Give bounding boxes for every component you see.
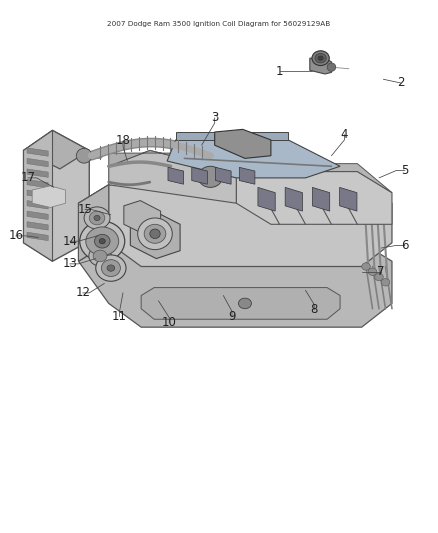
Ellipse shape xyxy=(315,53,326,63)
Polygon shape xyxy=(27,180,48,188)
Text: 7: 7 xyxy=(378,265,385,278)
Polygon shape xyxy=(24,131,53,261)
Polygon shape xyxy=(258,188,275,211)
Ellipse shape xyxy=(198,166,223,188)
Polygon shape xyxy=(167,140,340,178)
Ellipse shape xyxy=(101,260,120,277)
Polygon shape xyxy=(168,167,184,184)
Polygon shape xyxy=(78,185,109,261)
Text: 12: 12 xyxy=(75,286,90,300)
Ellipse shape xyxy=(93,250,107,262)
Polygon shape xyxy=(239,167,255,184)
Polygon shape xyxy=(27,211,48,220)
Text: 6: 6 xyxy=(401,239,409,252)
Polygon shape xyxy=(131,211,180,259)
Polygon shape xyxy=(24,131,89,169)
Polygon shape xyxy=(27,148,48,156)
Polygon shape xyxy=(215,130,271,158)
Ellipse shape xyxy=(107,265,115,271)
Polygon shape xyxy=(236,164,392,192)
Ellipse shape xyxy=(362,263,371,270)
Ellipse shape xyxy=(94,215,100,221)
Ellipse shape xyxy=(95,235,110,248)
Text: 18: 18 xyxy=(116,134,131,148)
Ellipse shape xyxy=(327,63,336,71)
Polygon shape xyxy=(78,185,392,266)
Ellipse shape xyxy=(99,239,105,244)
Polygon shape xyxy=(27,200,48,209)
Ellipse shape xyxy=(76,148,92,163)
Text: 4: 4 xyxy=(341,128,348,141)
Text: 13: 13 xyxy=(62,257,77,270)
Polygon shape xyxy=(27,169,48,177)
Ellipse shape xyxy=(238,298,251,309)
Ellipse shape xyxy=(381,279,390,286)
Polygon shape xyxy=(32,186,66,207)
Polygon shape xyxy=(141,288,340,319)
Text: 14: 14 xyxy=(62,235,77,248)
Ellipse shape xyxy=(312,51,329,66)
Ellipse shape xyxy=(86,227,119,255)
Polygon shape xyxy=(78,185,109,261)
Ellipse shape xyxy=(318,56,323,60)
Polygon shape xyxy=(109,150,236,203)
Ellipse shape xyxy=(89,211,105,225)
Text: 15: 15 xyxy=(78,203,92,216)
Ellipse shape xyxy=(96,255,126,281)
Polygon shape xyxy=(176,132,288,140)
Text: 17: 17 xyxy=(20,172,35,184)
Polygon shape xyxy=(78,243,392,327)
Ellipse shape xyxy=(80,221,125,261)
Polygon shape xyxy=(27,232,48,241)
Text: 9: 9 xyxy=(228,310,236,323)
Ellipse shape xyxy=(144,224,166,243)
Polygon shape xyxy=(27,190,48,198)
Ellipse shape xyxy=(138,218,172,249)
Text: 2: 2 xyxy=(397,76,404,90)
Text: 5: 5 xyxy=(401,164,409,177)
Text: 8: 8 xyxy=(311,303,318,316)
Text: 11: 11 xyxy=(112,310,127,323)
Text: 2007 Dodge Ram 3500 Ignition Coil Diagram for 56029129AB: 2007 Dodge Ram 3500 Ignition Coil Diagra… xyxy=(107,21,331,27)
Polygon shape xyxy=(310,58,332,74)
Text: 3: 3 xyxy=(211,111,219,124)
Polygon shape xyxy=(236,172,392,224)
Polygon shape xyxy=(192,167,207,184)
Text: 1: 1 xyxy=(276,65,283,78)
Ellipse shape xyxy=(374,273,383,281)
Ellipse shape xyxy=(89,246,111,266)
Polygon shape xyxy=(312,188,330,211)
Polygon shape xyxy=(24,131,89,261)
Ellipse shape xyxy=(368,268,377,276)
Text: 10: 10 xyxy=(162,317,177,329)
Polygon shape xyxy=(27,222,48,230)
Polygon shape xyxy=(124,200,161,235)
Polygon shape xyxy=(215,167,231,184)
Ellipse shape xyxy=(84,207,110,229)
Polygon shape xyxy=(109,150,236,172)
Polygon shape xyxy=(339,188,357,211)
Polygon shape xyxy=(285,188,303,211)
Ellipse shape xyxy=(150,229,160,239)
Polygon shape xyxy=(27,158,48,167)
Text: 16: 16 xyxy=(8,229,23,243)
